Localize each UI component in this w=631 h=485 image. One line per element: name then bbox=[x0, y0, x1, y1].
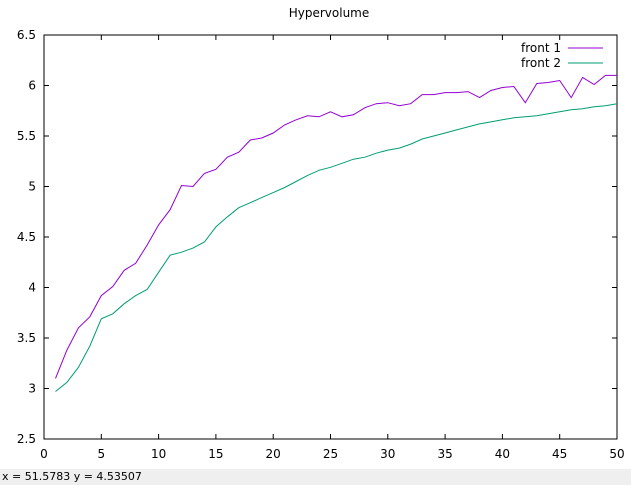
series-line-front-1 bbox=[55, 74, 617, 379]
x-tick-label: 30 bbox=[380, 447, 395, 461]
x-tick-label: 40 bbox=[495, 447, 510, 461]
y-tick-label: 5 bbox=[28, 180, 36, 194]
legend-label: front 2 bbox=[521, 56, 561, 70]
axes: 0 5 10 15 20 25 30 35 40 45 50 2.5 3 3.5 4 4.5 5 5.5 6 6.5 bbox=[17, 28, 625, 461]
y-tick-label: 6 bbox=[28, 79, 36, 93]
chart-title: Hypervolume bbox=[289, 6, 370, 20]
x-tick-label: 15 bbox=[208, 447, 223, 461]
series-lines bbox=[55, 74, 618, 392]
y-tick-label: 4 bbox=[28, 281, 36, 295]
x-tick-label: 45 bbox=[552, 447, 567, 461]
x-tick-label: 5 bbox=[97, 447, 105, 461]
x-tick-label: 50 bbox=[609, 447, 624, 461]
cursor-coordinates: x = 51.5783 y = 4.53507 bbox=[2, 470, 142, 483]
x-tick-label: 20 bbox=[266, 447, 281, 461]
y-tick-label: 5.5 bbox=[17, 129, 36, 143]
plot-frame bbox=[43, 34, 618, 440]
legend-label: front 1 bbox=[521, 41, 561, 55]
x-tick-label: 10 bbox=[151, 447, 166, 461]
status-bar: x = 51.5783 y = 4.53507 bbox=[0, 469, 631, 485]
y-tick-label: 2.5 bbox=[17, 432, 36, 446]
y-tick-label: 3.5 bbox=[17, 331, 36, 345]
x-tick-label: 35 bbox=[437, 447, 452, 461]
x-tick-label: 25 bbox=[323, 447, 338, 461]
series-line-front-2 bbox=[55, 103, 618, 392]
y-tick-label: 6.5 bbox=[17, 28, 36, 42]
chart-canvas[interactable]: Hypervolume 0 5 10 15 20 25 30 35 40 45 502.533.54… bbox=[0, 0, 631, 469]
y-tick-label: 4.5 bbox=[17, 230, 36, 244]
y-tick-label: 3 bbox=[28, 382, 36, 396]
x-tick-label: 0 bbox=[40, 447, 48, 461]
